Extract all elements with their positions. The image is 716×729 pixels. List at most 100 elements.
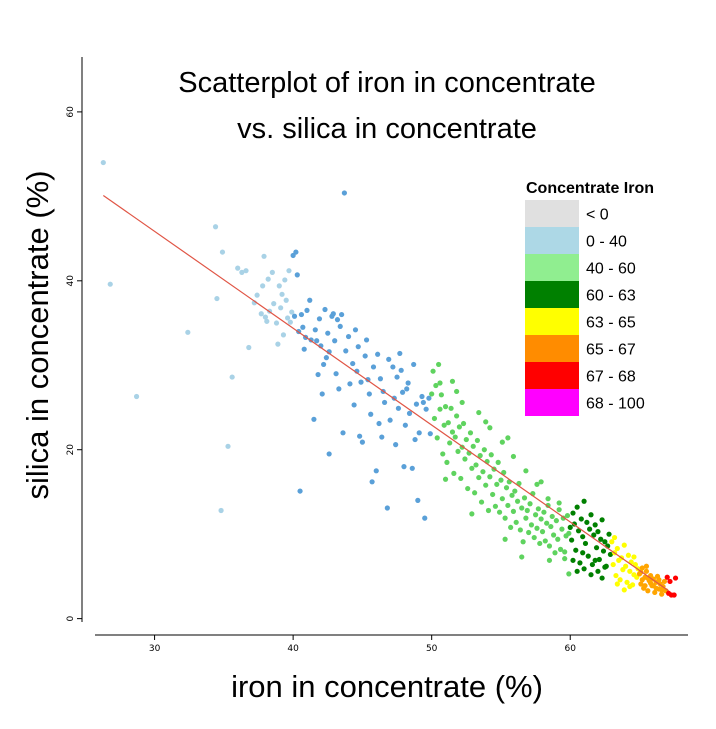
data-point xyxy=(333,371,339,377)
data-point xyxy=(459,399,465,406)
data-point xyxy=(526,529,532,536)
data-point xyxy=(539,529,546,535)
data-point xyxy=(549,513,555,520)
data-point xyxy=(513,519,519,525)
data-point xyxy=(297,488,303,494)
data-point xyxy=(386,356,392,362)
data-point xyxy=(352,327,359,333)
data-point xyxy=(546,557,553,563)
data-point xyxy=(659,587,665,593)
data-point xyxy=(185,329,191,335)
data-point xyxy=(298,311,305,318)
data-point xyxy=(627,568,633,574)
data-point xyxy=(577,560,583,566)
data-point xyxy=(661,578,668,585)
chart-title-line-2: vs. silica in concentrate xyxy=(237,113,537,145)
data-point xyxy=(524,507,530,514)
data-point xyxy=(431,415,438,422)
data-point xyxy=(621,587,627,593)
data-point xyxy=(413,401,420,407)
data-point xyxy=(498,477,504,483)
data-point xyxy=(456,424,462,430)
data-point xyxy=(638,581,644,587)
data-point xyxy=(465,485,471,492)
data-point xyxy=(672,575,679,581)
data-point xyxy=(639,577,645,583)
data-point xyxy=(494,481,500,487)
data-point xyxy=(535,506,541,512)
data-point xyxy=(534,525,540,531)
data-point xyxy=(415,497,421,503)
legend-entries: < 0 0 - 40 40 - 60 60 - 63 63 - 65 65 - 67 67 … xyxy=(525,200,645,416)
data-point xyxy=(653,585,659,591)
data-point xyxy=(469,465,475,471)
legend-label: 65 - 67 xyxy=(586,342,636,359)
data-point xyxy=(376,420,382,427)
data-point xyxy=(501,469,507,476)
data-point xyxy=(502,515,508,521)
data-point xyxy=(359,439,366,445)
data-point xyxy=(499,439,505,445)
data-point xyxy=(377,376,384,382)
data-point xyxy=(429,391,435,397)
data-point xyxy=(627,583,633,590)
data-point xyxy=(442,404,449,410)
data-point xyxy=(481,447,487,453)
data-point xyxy=(319,391,325,397)
x-axis-ticks: 30 40 50 60 xyxy=(149,635,576,654)
data-point xyxy=(523,515,529,521)
data-point xyxy=(397,350,403,357)
data-point xyxy=(243,268,249,274)
data-point xyxy=(512,488,518,494)
data-point xyxy=(363,337,370,343)
data-point xyxy=(631,554,637,560)
legend-swatch xyxy=(525,227,579,254)
data-point xyxy=(402,422,408,428)
x-axis-title: iron in concentrate (%) xyxy=(231,669,543,704)
data-point xyxy=(283,297,289,303)
data-point xyxy=(434,435,440,441)
data-point xyxy=(427,431,433,437)
data-point xyxy=(368,411,374,417)
y-tick-label: 0 xyxy=(66,615,76,621)
data-point xyxy=(325,330,331,336)
data-point xyxy=(447,440,453,446)
data-point xyxy=(332,338,338,344)
data-point xyxy=(573,547,579,553)
data-point xyxy=(570,510,576,516)
data-point xyxy=(621,542,627,548)
data-point xyxy=(282,277,288,283)
data-point xyxy=(271,301,277,307)
data-point xyxy=(311,416,317,422)
data-point xyxy=(553,518,559,524)
data-point xyxy=(541,509,547,515)
data-point xyxy=(570,557,576,563)
data-point xyxy=(487,474,493,480)
data-point xyxy=(548,523,554,530)
data-point xyxy=(444,459,450,465)
data-point xyxy=(301,346,307,352)
data-point xyxy=(225,443,231,449)
data-point xyxy=(523,468,529,474)
data-point xyxy=(404,386,410,392)
data-point xyxy=(373,468,379,474)
data-point xyxy=(358,379,364,385)
data-point xyxy=(454,413,460,419)
data-point xyxy=(472,490,478,496)
legend: Concentrate Iron < 0 0 - 40 40 - 60 60 - 63… xyxy=(525,180,654,416)
data-point xyxy=(592,557,598,563)
data-point xyxy=(341,190,347,196)
data-point xyxy=(647,580,654,586)
data-point xyxy=(551,532,557,538)
data-point xyxy=(412,436,418,443)
data-point xyxy=(596,556,602,563)
data-point xyxy=(538,516,544,522)
data-point xyxy=(589,561,595,568)
data-point xyxy=(212,224,219,230)
data-point xyxy=(580,534,586,540)
data-point xyxy=(495,459,501,465)
data-point xyxy=(534,481,540,487)
data-point xyxy=(531,534,537,541)
y-tick-label: 60 xyxy=(66,106,76,118)
